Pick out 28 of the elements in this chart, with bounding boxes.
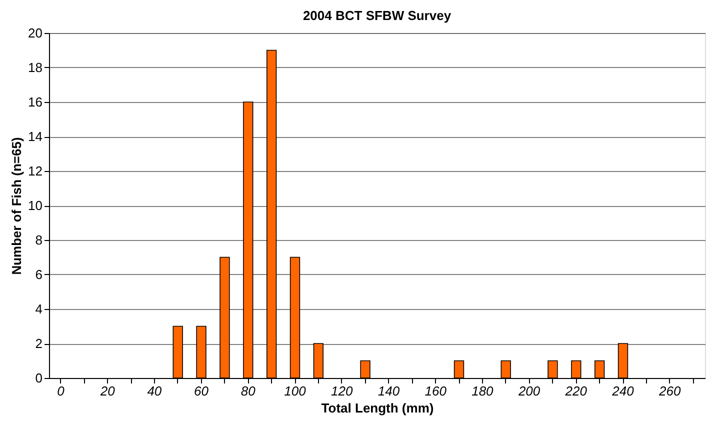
x-tick-label: 120: [331, 384, 354, 398]
y-tick-label: 16: [28, 94, 42, 110]
x-tick-label: 260: [658, 384, 682, 398]
x-axis-title: Total Length (mm): [321, 400, 434, 416]
x-tick-label: 20: [99, 384, 116, 398]
y-tick-label: 8: [35, 232, 42, 248]
y-tick-label: 12: [28, 164, 42, 178]
x-tick-label: 140: [378, 384, 400, 398]
y-tick-label: 2: [35, 336, 42, 351]
y-tick-label: 20: [28, 26, 42, 40]
y-tick-label: 6: [35, 267, 42, 282]
x-tick-label: 220: [564, 384, 588, 398]
y-axis-title: Number of Fish (n=65): [9, 137, 24, 275]
y-tick-label: 4: [35, 302, 42, 316]
y-tick-label: 18: [28, 60, 42, 75]
x-tick-label: 80: [240, 384, 256, 398]
chart-title: 2004 BCT SFBW Survey: [302, 8, 452, 23]
x-tick-label: 0: [57, 384, 66, 398]
x-tick-label: 240: [611, 384, 635, 398]
x-tick-label: 60: [194, 384, 210, 398]
x-tick-label: 160: [424, 384, 448, 398]
x-tick-label: 200: [517, 384, 541, 398]
x-tick-label: 180: [472, 384, 494, 398]
y-tick-label: 0: [35, 370, 42, 386]
y-tick-label: 14: [28, 129, 42, 144]
x-tick-label: 40: [147, 384, 162, 398]
y-tick-label: 10: [28, 198, 42, 213]
x-tick-label: 100: [284, 384, 307, 398]
